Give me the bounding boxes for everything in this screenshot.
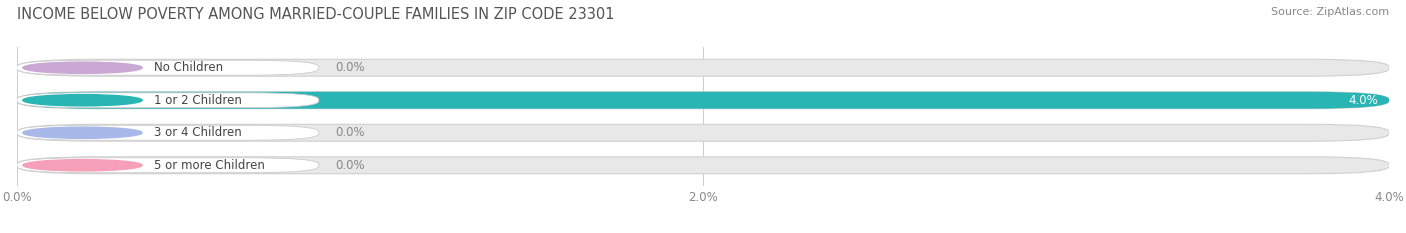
Text: 0.0%: 0.0% — [335, 126, 366, 139]
FancyBboxPatch shape — [17, 60, 319, 75]
Text: 1 or 2 Children: 1 or 2 Children — [153, 94, 242, 107]
FancyBboxPatch shape — [17, 92, 1389, 109]
FancyBboxPatch shape — [17, 59, 1389, 76]
FancyBboxPatch shape — [17, 92, 1389, 109]
Text: 5 or more Children: 5 or more Children — [153, 159, 264, 172]
FancyBboxPatch shape — [17, 157, 1389, 174]
Text: No Children: No Children — [153, 61, 222, 74]
FancyBboxPatch shape — [17, 93, 319, 108]
Circle shape — [22, 127, 142, 138]
FancyBboxPatch shape — [17, 124, 1389, 141]
Text: 0.0%: 0.0% — [335, 159, 366, 172]
Text: 4.0%: 4.0% — [1348, 94, 1378, 107]
Text: Source: ZipAtlas.com: Source: ZipAtlas.com — [1271, 7, 1389, 17]
Text: INCOME BELOW POVERTY AMONG MARRIED-COUPLE FAMILIES IN ZIP CODE 23301: INCOME BELOW POVERTY AMONG MARRIED-COUPL… — [17, 7, 614, 22]
Circle shape — [22, 95, 142, 106]
FancyBboxPatch shape — [17, 158, 319, 173]
Circle shape — [22, 62, 142, 73]
Text: 0.0%: 0.0% — [335, 61, 366, 74]
Text: 3 or 4 Children: 3 or 4 Children — [153, 126, 242, 139]
Circle shape — [22, 160, 142, 171]
FancyBboxPatch shape — [17, 125, 319, 140]
